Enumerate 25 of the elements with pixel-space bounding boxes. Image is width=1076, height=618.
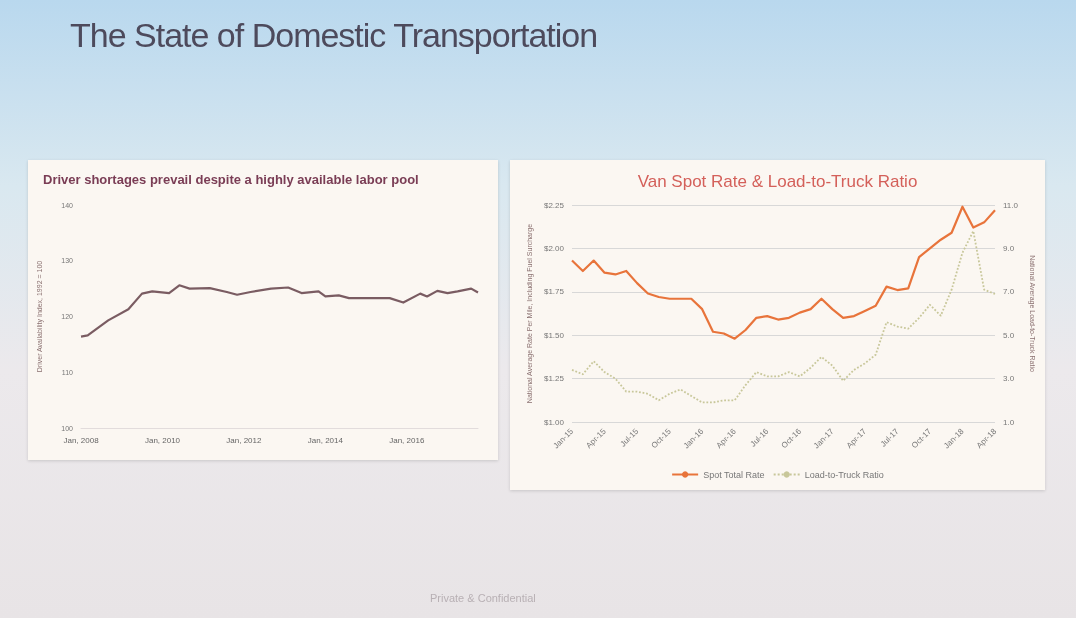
y2-tick-label: 7.0 <box>1003 287 1015 297</box>
y2-tick-label: 3.0 <box>1003 374 1015 384</box>
line-series <box>79 284 480 338</box>
y-tick-label: $1.25 <box>543 374 565 384</box>
line-series <box>571 230 996 404</box>
legend-label: Load-to-Truck Ratio <box>804 469 884 480</box>
y-tick-label: $2.25 <box>543 200 565 210</box>
y2-tick-label: 11.0 <box>1003 200 1019 210</box>
y-tick-label: $1.50 <box>543 330 565 340</box>
x-tick-label: Jan, 2016 <box>389 435 425 445</box>
line-series <box>570 205 997 340</box>
y-tick-label: $2.00 <box>543 243 565 253</box>
chart-title: The State of Domestic Transportation <box>70 16 598 55</box>
x-tick-label: Jan, 2008 <box>63 435 100 445</box>
y-tick-label: $1.75 <box>543 287 565 297</box>
chart-title: Van Spot Rate & Load-to-Truck Ratio <box>637 172 918 191</box>
x-tick-label: Jan, 2014 <box>307 435 344 445</box>
y2-tick-label: 9.0 <box>1003 243 1015 253</box>
y-tick-label: $1.00 <box>543 417 565 427</box>
legend-label: Spot Total Rate <box>703 469 765 480</box>
x-tick-label: Jan, 2010 <box>144 435 181 445</box>
y2-tick-label: 5.0 <box>1003 330 1015 340</box>
x-tick-label: Jan, 2012 <box>226 435 262 445</box>
chart-subtitle: Driver shortages prevail despite a highly available labor pool <box>43 172 419 187</box>
y2-tick-label: 1.0 <box>1003 417 1015 427</box>
